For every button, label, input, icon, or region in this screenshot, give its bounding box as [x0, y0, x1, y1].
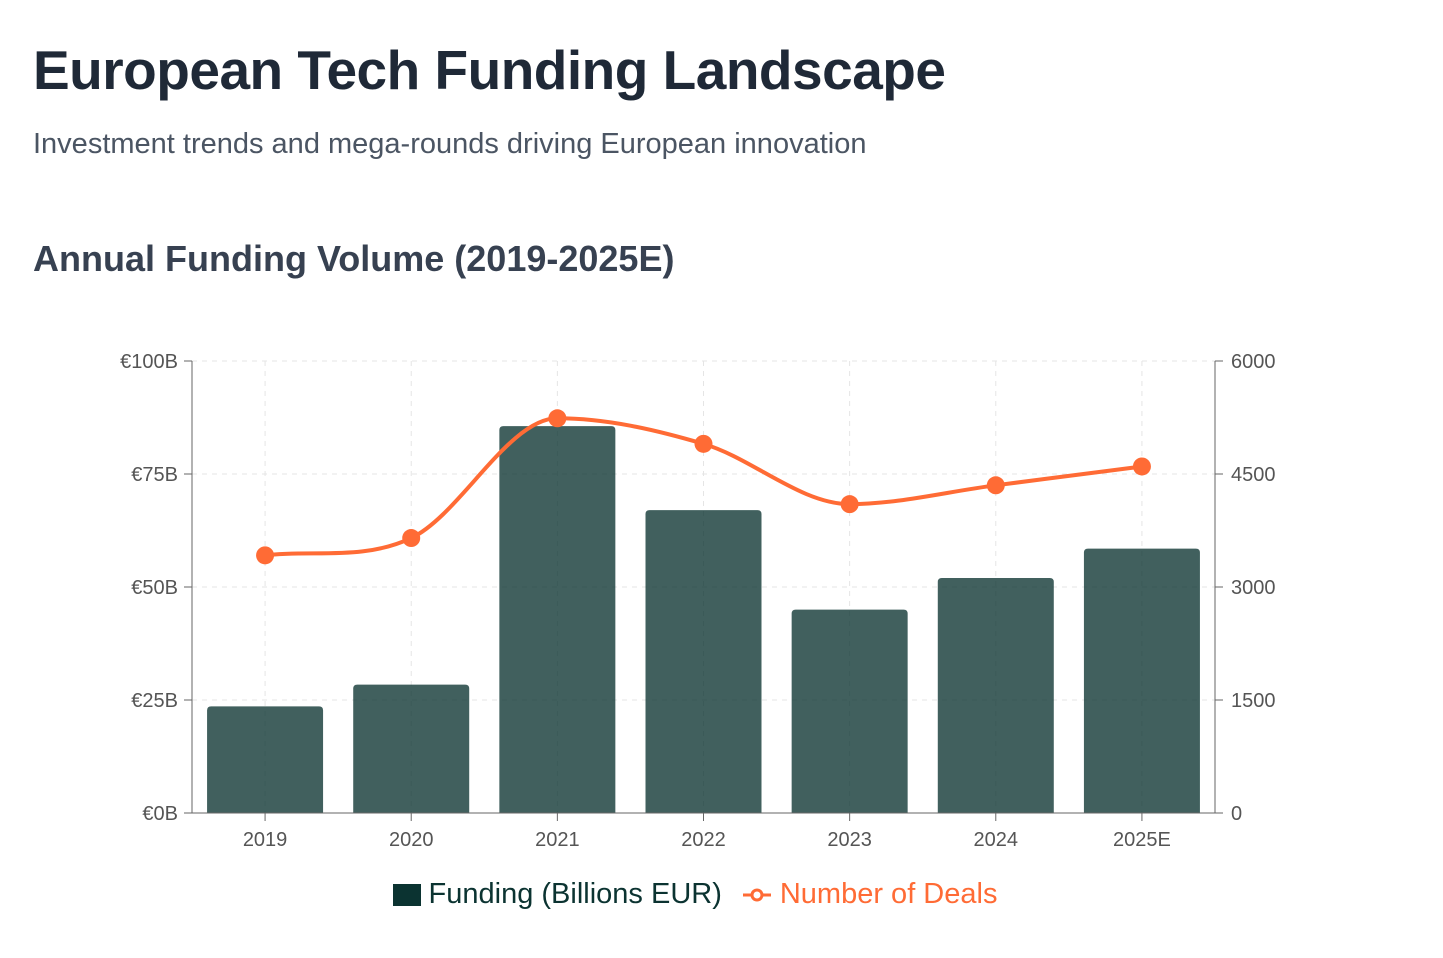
bar-2024 — [937, 577, 1054, 813]
bar-2019 — [207, 706, 324, 813]
legend-item-deals[interactable]: Number of Deals — [742, 878, 998, 911]
deals-point-2025E — [1132, 457, 1151, 476]
bar-2023 — [791, 609, 908, 813]
x-tick-label: 2020 — [389, 829, 434, 851]
y-right-tick-label: 6000 — [1231, 351, 1276, 373]
deals-point-2022 — [694, 434, 713, 453]
deals-point-2021 — [548, 409, 567, 428]
x-tick-label: 2024 — [974, 829, 1019, 851]
y-right-tick-label: 4500 — [1231, 464, 1276, 486]
bar-2022 — [645, 510, 762, 813]
deals-point-2023 — [840, 495, 859, 514]
y-left-tick-label: €50B — [131, 577, 178, 599]
chart-legend: Funding (Billions EUR) Number of Deals — [0, 878, 1390, 911]
bar-2021 — [499, 426, 616, 813]
y-right-tick-label: 0 — [1231, 803, 1242, 825]
deals-point-2020 — [402, 529, 421, 548]
deals-point-2019 — [256, 546, 275, 565]
page-title: European Tech Funding Landscape — [33, 39, 946, 101]
chart-title: Annual Funding Volume (2019-2025E) — [33, 238, 675, 279]
x-tick-label: 2019 — [243, 829, 288, 851]
y-left-tick-label: €100B — [120, 351, 178, 373]
deals-point-2024 — [986, 476, 1005, 495]
y-right-tick-label: 3000 — [1231, 577, 1276, 599]
x-tick-label: 2025E — [1113, 829, 1171, 851]
page-subtitle: Investment trends and mega-rounds drivin… — [33, 128, 867, 160]
y-right-tick-label: 1500 — [1231, 690, 1276, 712]
bar-swatch-icon — [392, 883, 421, 906]
line-marker-icon — [742, 888, 771, 901]
x-tick-label: 2023 — [827, 829, 872, 851]
x-tick-label: 2022 — [681, 829, 726, 851]
y-left-tick-label: €0B — [142, 803, 178, 825]
y-left-tick-label: €75B — [131, 464, 178, 486]
legend-item-funding[interactable]: Funding (Billions EUR) — [392, 878, 722, 911]
bar-2025E — [1083, 548, 1200, 813]
legend-label: Number of Deals — [779, 878, 998, 910]
legend-label: Funding (Billions EUR) — [428, 878, 722, 910]
bar-2020 — [353, 684, 470, 813]
y-left-tick-label: €25B — [131, 690, 178, 712]
x-tick-label: 2021 — [535, 829, 580, 851]
